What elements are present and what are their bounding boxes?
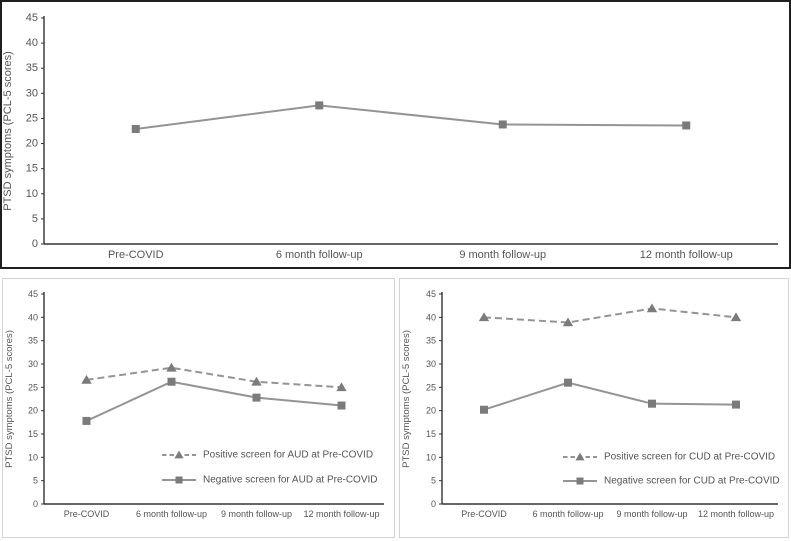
legend-item: Negative screen for CUD at Pre-COVID	[563, 476, 780, 487]
data-point-marker	[732, 400, 740, 409]
y-tick-label: 25	[26, 112, 38, 124]
data-point-marker	[252, 393, 261, 402]
data-point-marker	[82, 416, 91, 425]
panel-cud: 0 5 10 15 20 25 30 35 40 45 Pre-COVID 6 month follo…	[399, 278, 789, 538]
data-point-marker	[166, 362, 177, 372]
legend-swatch-marker	[175, 476, 183, 484]
y-tick-label: 45	[426, 289, 436, 299]
legend-item: Positive screen for AUD at Pre-COVID	[162, 450, 373, 461]
y-tick-label: 45	[26, 12, 38, 24]
y-tick-label: 10	[26, 188, 38, 200]
legend-label: Positive screen for CUD at Pre-COVID	[604, 452, 775, 463]
y-tick-label: 20	[26, 138, 38, 150]
data-point-marker	[730, 312, 742, 322]
x-tick-label: Pre-COVID	[108, 249, 164, 261]
series-line	[86, 380, 342, 422]
y-tick-label: 15	[26, 163, 38, 175]
chart-aud: 0 5 10 15 20 25 30 35 40 45 Pre-COVID 6 month follo…	[4, 289, 384, 519]
y-tick-label: 35	[28, 336, 38, 346]
series-line	[135, 104, 687, 130]
series-line	[483, 307, 737, 324]
y-tick-label: 5	[431, 476, 436, 486]
legend-label: Positive screen for AUD at Pre-COVID	[203, 450, 373, 461]
x-tick-label: 6 month follow-up	[136, 509, 207, 519]
legend-swatch-marker	[576, 477, 584, 485]
data-point-marker	[682, 121, 691, 130]
x-tick-label: 12 month follow-up	[303, 509, 379, 519]
y-tick-label: 40	[426, 312, 436, 322]
y-tick-label: 5	[33, 476, 38, 486]
y-tick-label: 45	[28, 289, 38, 299]
data-point-marker	[562, 317, 574, 327]
data-point-marker	[646, 303, 658, 313]
data-point-marker	[337, 401, 346, 410]
y-tick-label: 40	[26, 37, 38, 49]
y-tick-label: 0	[32, 238, 38, 250]
chart-cud: 0 5 10 15 20 25 30 35 40 45 Pre-COVID 6 month follo…	[401, 289, 780, 519]
data-point-marker	[315, 101, 324, 110]
y-tick-label: 10	[28, 452, 38, 462]
x-tick-label: 9 month follow-up	[459, 249, 546, 261]
legend-item: Positive screen for CUD at Pre-COVID	[563, 452, 775, 463]
y-tick-label: 25	[28, 382, 38, 392]
y-tick-label: 10	[426, 452, 436, 462]
x-tick-label: 6 month follow-up	[532, 509, 603, 519]
data-point-marker	[478, 312, 490, 322]
data-point-marker	[167, 377, 176, 386]
y-tick-label: 15	[28, 429, 38, 439]
series-line	[483, 381, 737, 411]
legend-swatch-marker	[174, 450, 184, 459]
x-tick-label: 6 month follow-up	[276, 249, 363, 261]
data-point-marker	[498, 120, 507, 129]
series-line	[86, 366, 342, 389]
y-axis-title: PTSD symptoms (PCL-5 scores)	[2, 51, 14, 211]
data-point-marker	[251, 376, 262, 386]
y-tick-label: 30	[28, 359, 38, 369]
y-tick-label: 25	[426, 382, 436, 392]
chart-full-sample: 0 5 10 15 20 25 30 35 40 45 Pre-COVID 6 month follo…	[2, 12, 778, 261]
legend-item: Negative screen for AUD at Pre-COVID	[162, 475, 378, 486]
x-tick-label: 12 month follow-up	[698, 509, 774, 519]
y-tick-label: 30	[426, 359, 436, 369]
legend-label: Negative screen for CUD at Pre-COVID	[604, 476, 780, 487]
y-tick-label: 20	[426, 406, 436, 416]
y-axis-title: PTSD symptoms (PCL-5 scores)	[4, 330, 15, 468]
x-tick-label: 12 month follow-up	[640, 249, 733, 261]
y-tick-label: 30	[26, 87, 38, 99]
panel-full-sample: 0 5 10 15 20 25 30 35 40 45 Pre-COVID 6 month follo…	[0, 0, 791, 269]
y-tick-label: 0	[431, 499, 436, 509]
legend-swatch-marker	[575, 452, 585, 461]
y-tick-label: 20	[28, 406, 38, 416]
x-tick-label: 9 month follow-up	[616, 509, 687, 519]
y-tick-label: 0	[33, 499, 38, 509]
y-tick-label: 15	[426, 429, 436, 439]
data-point-marker	[81, 374, 92, 384]
x-tick-label: Pre-COVID	[461, 509, 507, 519]
data-point-marker	[480, 405, 488, 414]
x-tick-label: Pre-COVID	[64, 509, 110, 519]
legend-label: Negative screen for AUD at Pre-COVID	[203, 475, 378, 486]
y-tick-label: 35	[426, 336, 436, 346]
data-point-marker	[131, 124, 140, 133]
y-tick-label: 35	[26, 62, 38, 74]
panel-aud: 0 5 10 15 20 25 30 35 40 45 Pre-COVID 6 month follo…	[2, 278, 395, 538]
y-tick-label: 5	[32, 213, 38, 225]
y-tick-label: 40	[28, 312, 38, 322]
x-tick-label: 9 month follow-up	[221, 509, 292, 519]
data-point-marker	[336, 382, 347, 392]
data-point-marker	[564, 378, 572, 387]
y-axis-title: PTSD symptoms (PCL-5 scores)	[401, 330, 412, 468]
data-point-marker	[648, 399, 656, 408]
